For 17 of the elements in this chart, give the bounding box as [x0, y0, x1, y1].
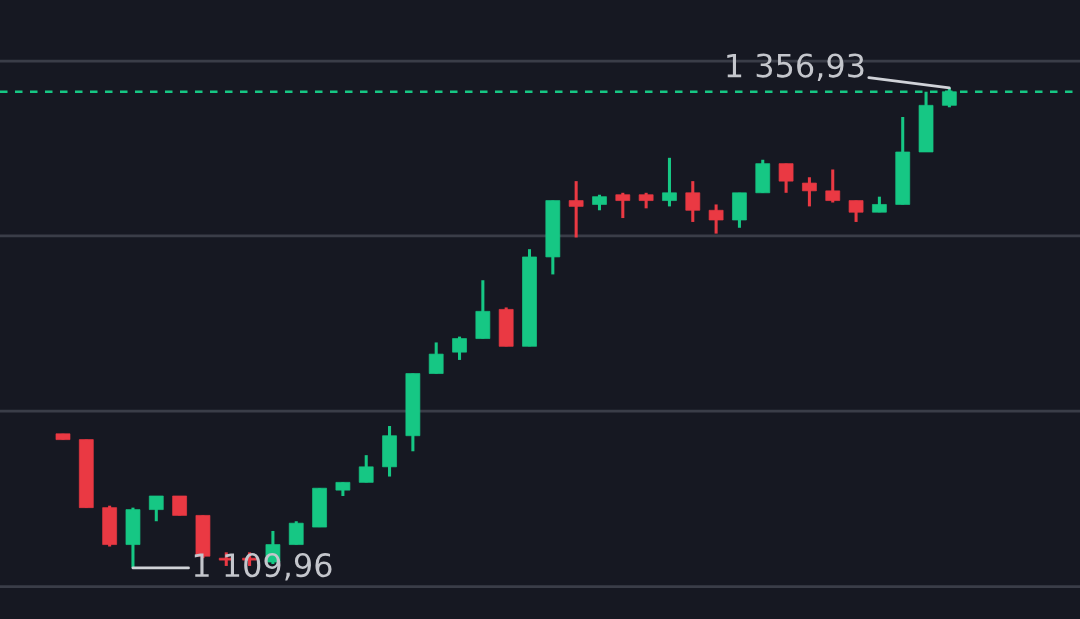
annotation: 1 109,96: [194, 553, 332, 581]
candlestick: [148, 495, 164, 522]
candlestick: [452, 336, 467, 360]
candlestick: [358, 455, 374, 483]
candlestick: [778, 163, 794, 193]
candlestick: [848, 200, 864, 222]
candlestick: [288, 521, 304, 545]
candlestick: [662, 156, 677, 207]
candlestick: [172, 495, 187, 516]
candlestick: [802, 177, 817, 207]
candlestick: [568, 181, 584, 238]
annotation: 1 356,93: [727, 53, 864, 81]
candlestick: [708, 204, 724, 234]
candlestick: [615, 191, 631, 220]
candlestick: [685, 181, 701, 222]
candlestick: [825, 169, 841, 203]
candlestick: [428, 342, 444, 374]
